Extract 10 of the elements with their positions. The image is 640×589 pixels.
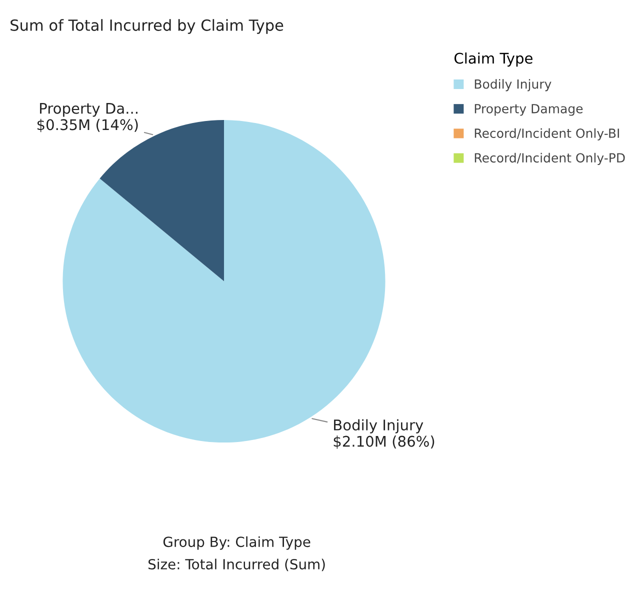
chart-title: Sum of Total Incurred by Claim Type — [10, 19, 284, 34]
legend-label: Property Damage — [474, 104, 583, 116]
data-label: Bodily Injury $2.10M (86%) — [334, 419, 434, 449]
text: Size: Total Incurred (Sum) — [148, 558, 325, 572]
legend-label: Record/Incident Only-PD — [474, 152, 625, 165]
legend-label: Record/Incident Only-BI — [474, 128, 619, 140]
legend-label: Bodily Injury — [474, 79, 552, 92]
data-label: Property Da... $0.35M (14%) — [37, 103, 138, 132]
legend-title: Claim Type — [454, 52, 532, 67]
text: Group By: Claim Type — [163, 536, 310, 550]
